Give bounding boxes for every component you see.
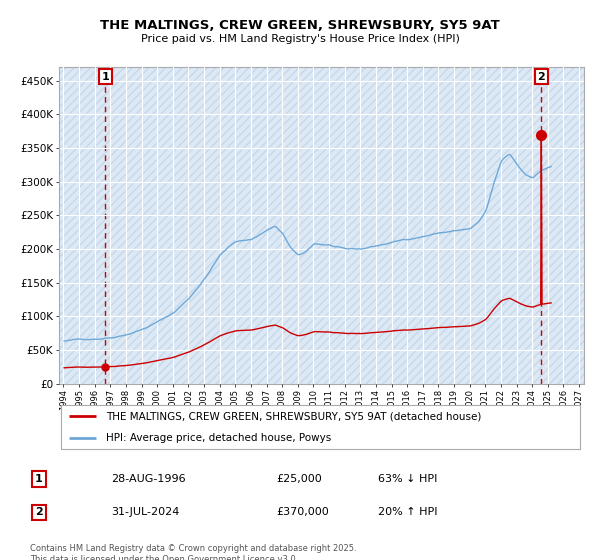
Text: 31-JUL-2024: 31-JUL-2024 bbox=[111, 507, 179, 517]
Text: 2: 2 bbox=[35, 507, 43, 517]
Text: 28-AUG-1996: 28-AUG-1996 bbox=[111, 474, 185, 484]
Text: Contains HM Land Registry data © Crown copyright and database right 2025.
This d: Contains HM Land Registry data © Crown c… bbox=[30, 544, 356, 560]
Text: 63% ↓ HPI: 63% ↓ HPI bbox=[378, 474, 437, 484]
Text: 1: 1 bbox=[35, 474, 43, 484]
Text: 1: 1 bbox=[101, 72, 109, 82]
Text: HPI: Average price, detached house, Powys: HPI: Average price, detached house, Powy… bbox=[106, 433, 331, 443]
Text: THE MALTINGS, CREW GREEN, SHREWSBURY, SY5 9AT (detached house): THE MALTINGS, CREW GREEN, SHREWSBURY, SY… bbox=[106, 411, 481, 421]
Text: 20% ↑ HPI: 20% ↑ HPI bbox=[378, 507, 437, 517]
Text: Price paid vs. HM Land Registry's House Price Index (HPI): Price paid vs. HM Land Registry's House … bbox=[140, 34, 460, 44]
Text: THE MALTINGS, CREW GREEN, SHREWSBURY, SY5 9AT: THE MALTINGS, CREW GREEN, SHREWSBURY, SY… bbox=[100, 18, 500, 32]
Text: £25,000: £25,000 bbox=[276, 474, 322, 484]
FancyBboxPatch shape bbox=[61, 405, 580, 449]
Text: £370,000: £370,000 bbox=[276, 507, 329, 517]
Text: 2: 2 bbox=[538, 72, 545, 82]
